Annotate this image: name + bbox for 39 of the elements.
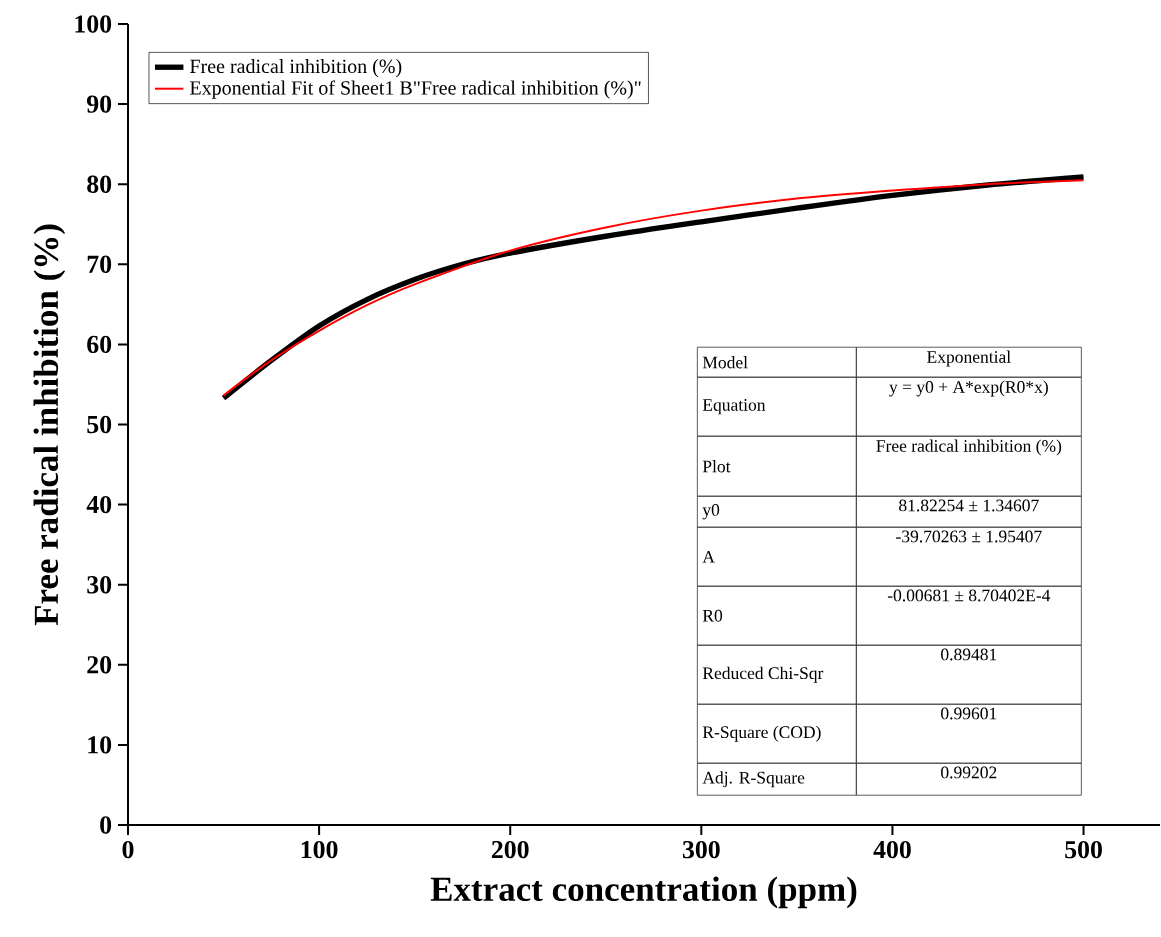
- y-tick-label: 60: [87, 335, 112, 354]
- annotation: Equation: [702, 399, 766, 415]
- y-axis-title: Free radical inhibition (%): [33, 224, 66, 626]
- annotation: Free radical inhibition (%): [876, 439, 1062, 456]
- y-tick-label: 20: [87, 656, 112, 674]
- x-tick-label: 300: [682, 840, 720, 859]
- x-tick-label: 400: [873, 840, 911, 859]
- annotation: R-Square (COD): [702, 725, 821, 742]
- y-tick-label: 30: [87, 575, 112, 594]
- x-axis-title: Extract concentration (ppm): [430, 876, 857, 909]
- annotation: R0: [702, 609, 723, 622]
- y-tick-label: 10: [88, 736, 112, 754]
- x-tick-label: 500: [1065, 840, 1102, 859]
- legend-label: Free radical inhibition (%): [190, 59, 402, 78]
- y-tick-label: 80: [87, 175, 112, 193]
- annotation: Exponential: [927, 350, 1011, 367]
- y-tick-label: 40: [86, 495, 112, 514]
- y-tick-label: 50: [87, 415, 112, 434]
- y-tick-label: 90: [86, 95, 112, 113]
- y-tick-label: 100: [75, 15, 112, 33]
- annotation: y = y0 + A*exp(R0*x): [889, 380, 1048, 397]
- x-tick-label: 200: [491, 840, 529, 859]
- annotation: Plot: [702, 460, 731, 473]
- annotation: Model: [702, 356, 748, 369]
- annotation: 81.82254 ± 1.34607: [899, 499, 1039, 512]
- annotation: 0.99601: [941, 707, 997, 720]
- x-tick-label: 100: [301, 840, 338, 859]
- annotation: Adj. R-Square: [702, 771, 805, 788]
- y-tick-label: 70: [87, 255, 112, 274]
- y-tick-label: 0: [100, 816, 112, 834]
- annotation: -0.00681 ± 8.70402E-4: [887, 589, 1051, 602]
- x-tick-label: 0: [122, 840, 134, 859]
- annotation: Reduced Chi-Sqr: [702, 666, 824, 683]
- annotation: 0.89481: [941, 648, 997, 661]
- annotation: 0.99202: [941, 766, 997, 779]
- annotation: y0: [702, 504, 720, 520]
- annotation: A: [702, 550, 715, 563]
- legend-label: Exponential Fit of Sheet1 B"Free radical inhibition (%)": [190, 80, 641, 99]
- annotation: -39.70263 ± 1.95407: [896, 530, 1042, 543]
